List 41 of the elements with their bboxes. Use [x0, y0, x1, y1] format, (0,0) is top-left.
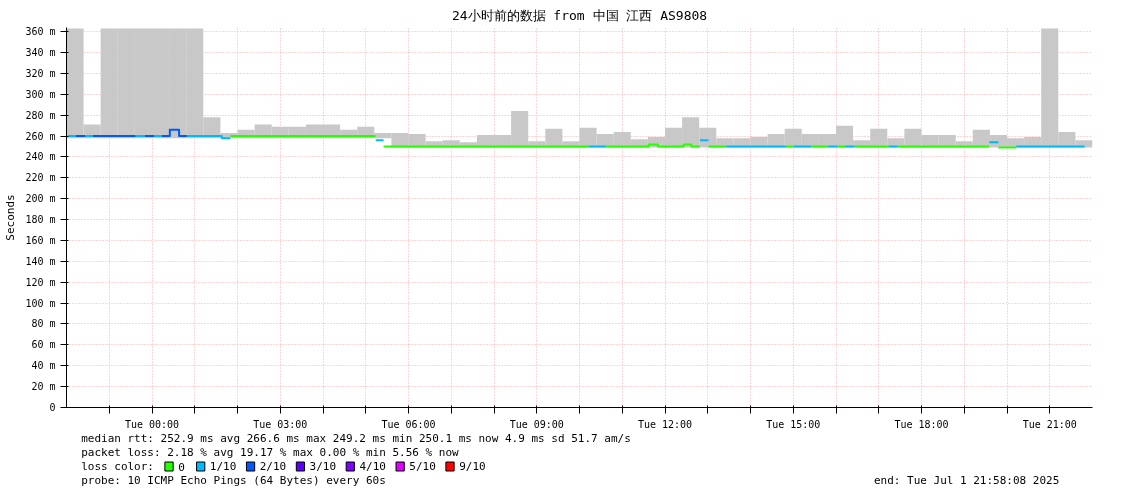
- legend-label: 2/10: [259, 460, 287, 473]
- x-tick-label: Tue 18:00: [894, 418, 949, 430]
- legend-title: loss color:: [81, 460, 154, 473]
- y-tick-label: 60 m: [31, 339, 56, 351]
- legend-label: 9/10: [459, 460, 486, 473]
- legend-label: 3/10: [309, 460, 337, 473]
- y-tick-label: 20 m: [31, 381, 56, 393]
- y-tick-label: 180 m: [25, 214, 56, 226]
- x-tick-label: Tue 00:00: [124, 418, 180, 430]
- y-tick-label: 40 m: [31, 360, 56, 372]
- y-tick-label: 140 m: [25, 255, 56, 267]
- legend-label: 0: [178, 460, 185, 474]
- text: probe: 10 ICMP Echo Pings (64 Bytes) every 60s: [81, 474, 386, 487]
- chart-title: 24小时前的数据 from 中国 江西 AS9808: [451, 7, 708, 23]
- y-tick-label: 340 m: [25, 47, 56, 59]
- y-tick-label: 220 m: [25, 172, 56, 184]
- x-tick-label: Tue 15:00: [766, 418, 821, 430]
- text: median rtt: 252.9 ms avg 266.6 ms max 249.2 ms min 250.1 ms now 4.9 ms sd 51.7 am/s: [81, 432, 631, 445]
- x-tick-label: Tue 12:00: [637, 418, 693, 430]
- text: end: Tue Jul 1 21:58:08 2025: [873, 474, 1060, 487]
- y-tick-label: 80 m: [31, 318, 56, 330]
- y-tick-label: 240 m: [25, 151, 56, 163]
- y-tick-label: 100 m: [25, 297, 56, 309]
- x-tick-label: Tue 03:00: [253, 418, 308, 430]
- y-axis-title: Seconds: [4, 194, 18, 241]
- x-tick-label: Tue 21:00: [1022, 418, 1077, 430]
- x-tick-label: Tue 06:00: [381, 418, 436, 430]
- y-tick-label: 280 m: [25, 109, 56, 121]
- y-tick-label: 300 m: [25, 88, 56, 100]
- y-tick-label: 260 m: [25, 130, 56, 142]
- y-tick-label: 120 m: [25, 276, 56, 288]
- legend-label: 4/10: [359, 460, 386, 473]
- y-tick-label: 320 m: [25, 67, 56, 79]
- legend-label: 1/10: [209, 460, 237, 473]
- y-tick-label: 0: [49, 402, 56, 413]
- y-tick-label: 360 m: [25, 26, 56, 38]
- text: packet loss: 2.18 % avg 19.17 % max 0.00 % min 5.56 % now: [81, 446, 460, 459]
- legend-label: 5/10: [409, 460, 436, 473]
- y-tick-label: 160 m: [25, 234, 56, 246]
- y-tick-label: 200 m: [25, 193, 56, 205]
- x-tick-label: Tue 09:00: [509, 418, 564, 430]
